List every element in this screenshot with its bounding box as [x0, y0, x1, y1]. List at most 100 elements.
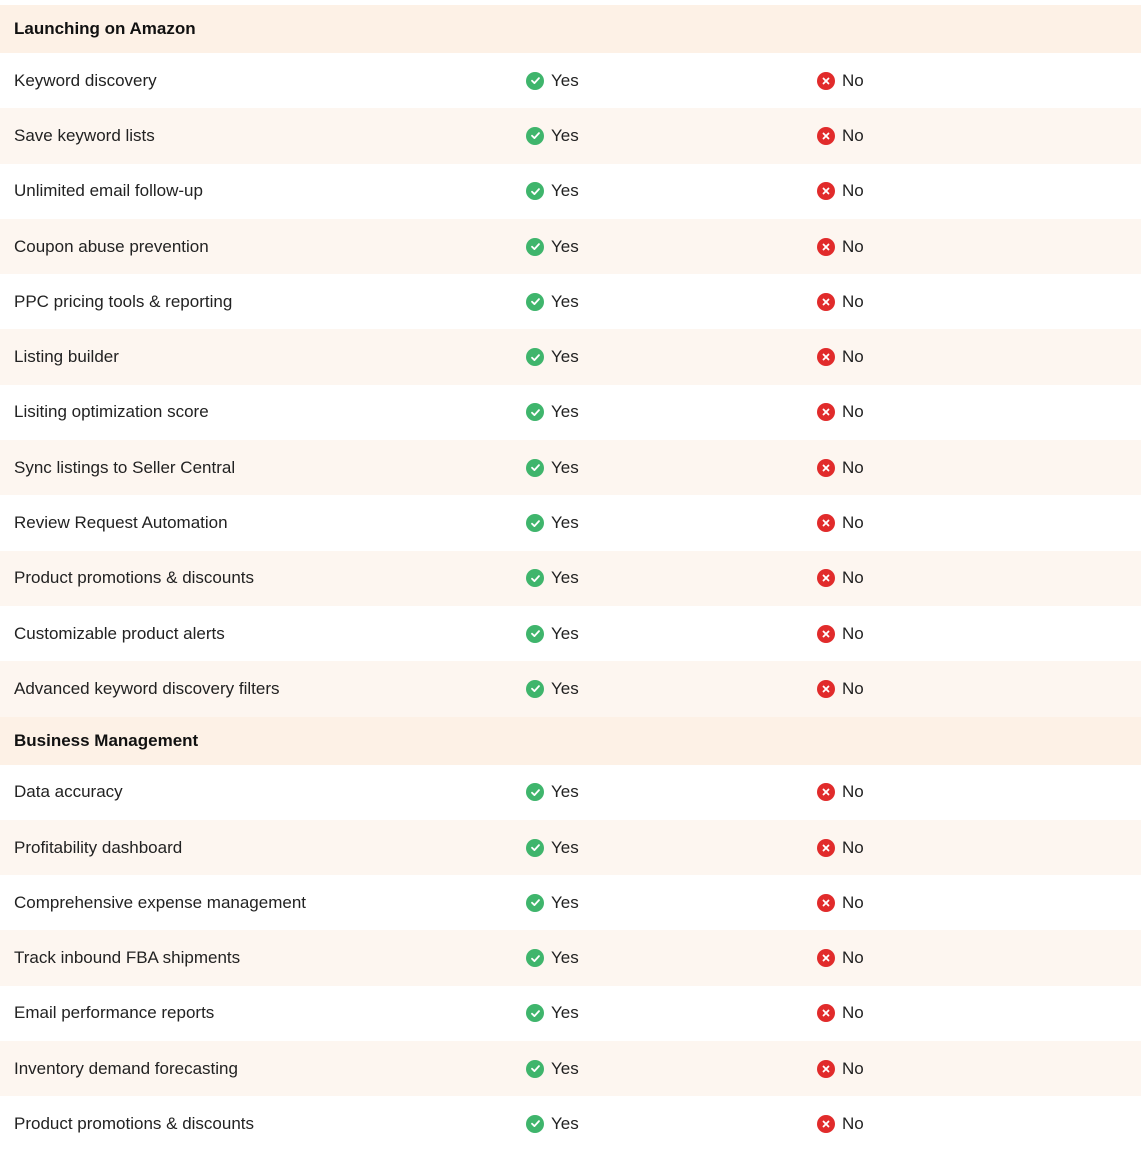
feature-label: Listing builder	[14, 347, 119, 367]
check-circle-icon	[526, 292, 544, 311]
x-circle-icon	[817, 838, 835, 857]
no-cell: No	[817, 1059, 1117, 1079]
no-label: No	[842, 291, 864, 311]
yes-label: Yes	[551, 1113, 579, 1133]
table-row: PPC pricing tools & reporting Yes No	[0, 274, 1141, 329]
feature-label: Review Request Automation	[14, 513, 228, 533]
section-header: Launching on Amazon	[0, 5, 1141, 53]
no-label: No	[842, 70, 864, 90]
no-label: No	[842, 236, 864, 256]
feature-label: Keyword discovery	[14, 70, 157, 90]
table-row: Email performance reports Yes No	[0, 986, 1141, 1041]
feature-label: Comprehensive expense management	[14, 892, 307, 912]
yes-label: Yes	[551, 402, 579, 422]
yes-label: Yes	[551, 457, 579, 477]
check-circle-icon	[526, 569, 544, 588]
feature-label: Track inbound FBA shipments	[14, 948, 241, 968]
no-cell: No	[817, 292, 1117, 312]
yes-label: Yes	[551, 513, 579, 533]
no-cell: No	[817, 347, 1117, 367]
check-circle-icon	[526, 1004, 544, 1023]
x-circle-icon	[817, 783, 835, 802]
yes-label: Yes	[551, 70, 579, 90]
yes-cell: Yes	[526, 513, 817, 533]
yes-label: Yes	[551, 125, 579, 145]
x-circle-icon	[817, 1114, 835, 1133]
table-row: Product promotions & discounts Yes No	[0, 1096, 1141, 1151]
yes-cell: Yes	[526, 838, 817, 858]
yes-cell: Yes	[526, 126, 817, 146]
x-circle-icon	[817, 624, 835, 643]
no-cell: No	[817, 126, 1117, 146]
no-label: No	[842, 125, 864, 145]
no-cell: No	[817, 458, 1117, 478]
no-cell: No	[817, 71, 1117, 91]
check-circle-icon	[526, 949, 544, 968]
no-cell: No	[817, 838, 1117, 858]
no-cell: No	[817, 624, 1117, 644]
yes-cell: Yes	[526, 237, 817, 257]
table-row: Sync listings to Seller Central Yes No	[0, 440, 1141, 496]
feature-label: PPC pricing tools & reporting	[14, 291, 233, 311]
yes-cell: Yes	[526, 402, 817, 422]
yes-label: Yes	[551, 678, 579, 698]
x-circle-icon	[817, 182, 835, 201]
yes-label: Yes	[551, 347, 579, 367]
yes-cell: Yes	[526, 624, 817, 644]
no-cell: No	[817, 1003, 1117, 1023]
feature-label: Product promotions & discounts	[14, 568, 255, 588]
check-circle-icon	[526, 182, 544, 201]
yes-label: Yes	[551, 1003, 579, 1023]
no-label: No	[842, 402, 864, 422]
feature-label: Advanced keyword discovery filters	[14, 678, 280, 698]
x-circle-icon	[817, 292, 835, 311]
check-circle-icon	[526, 838, 544, 857]
yes-cell: Yes	[526, 1003, 817, 1023]
no-label: No	[842, 181, 864, 201]
x-circle-icon	[817, 126, 835, 145]
x-circle-icon	[817, 1059, 835, 1078]
no-label: No	[842, 678, 864, 698]
check-circle-icon	[526, 237, 544, 256]
table-row: Customizable product alerts Yes No	[0, 606, 1141, 661]
table-row: Data accuracy Yes No	[0, 765, 1141, 820]
no-cell: No	[817, 237, 1117, 257]
no-cell: No	[817, 948, 1117, 968]
table-row: Keyword discovery Yes No	[0, 53, 1141, 108]
yes-label: Yes	[551, 837, 579, 857]
table-row: Comprehensive expense management Yes No	[0, 875, 1141, 930]
check-circle-icon	[526, 403, 544, 422]
check-circle-icon	[526, 783, 544, 802]
check-circle-icon	[526, 348, 544, 367]
no-label: No	[842, 892, 864, 912]
yes-label: Yes	[551, 291, 579, 311]
no-label: No	[842, 1003, 864, 1023]
x-circle-icon	[817, 403, 835, 422]
no-cell: No	[817, 402, 1117, 422]
table-row: Advanced keyword discovery filters Yes No	[0, 661, 1141, 717]
feature-label: Customizable product alerts	[14, 623, 225, 643]
no-label: No	[842, 948, 864, 968]
no-label: No	[842, 782, 864, 802]
yes-cell: Yes	[526, 347, 817, 367]
table-row: Review Request Automation Yes No	[0, 495, 1141, 550]
no-label: No	[842, 457, 864, 477]
table-row: Save keyword lists Yes No	[0, 108, 1141, 164]
no-label: No	[842, 1113, 864, 1133]
x-circle-icon	[817, 514, 835, 533]
x-circle-icon	[817, 1004, 835, 1023]
check-circle-icon	[526, 71, 544, 90]
feature-label: Email performance reports	[14, 1003, 215, 1023]
x-circle-icon	[817, 893, 835, 912]
feature-label: Lisiting optimization score	[14, 402, 209, 422]
no-cell: No	[817, 181, 1117, 201]
table-row: Product promotions & discounts Yes No	[0, 550, 1141, 606]
feature-label: Data accuracy	[14, 782, 123, 802]
yes-cell: Yes	[526, 893, 817, 913]
table-row: Listing builder Yes No	[0, 329, 1141, 385]
yes-label: Yes	[551, 623, 579, 643]
yes-label: Yes	[551, 1058, 579, 1078]
yes-cell: Yes	[526, 948, 817, 968]
feature-label: Coupon abuse prevention	[14, 236, 209, 256]
no-cell: No	[817, 1114, 1117, 1134]
